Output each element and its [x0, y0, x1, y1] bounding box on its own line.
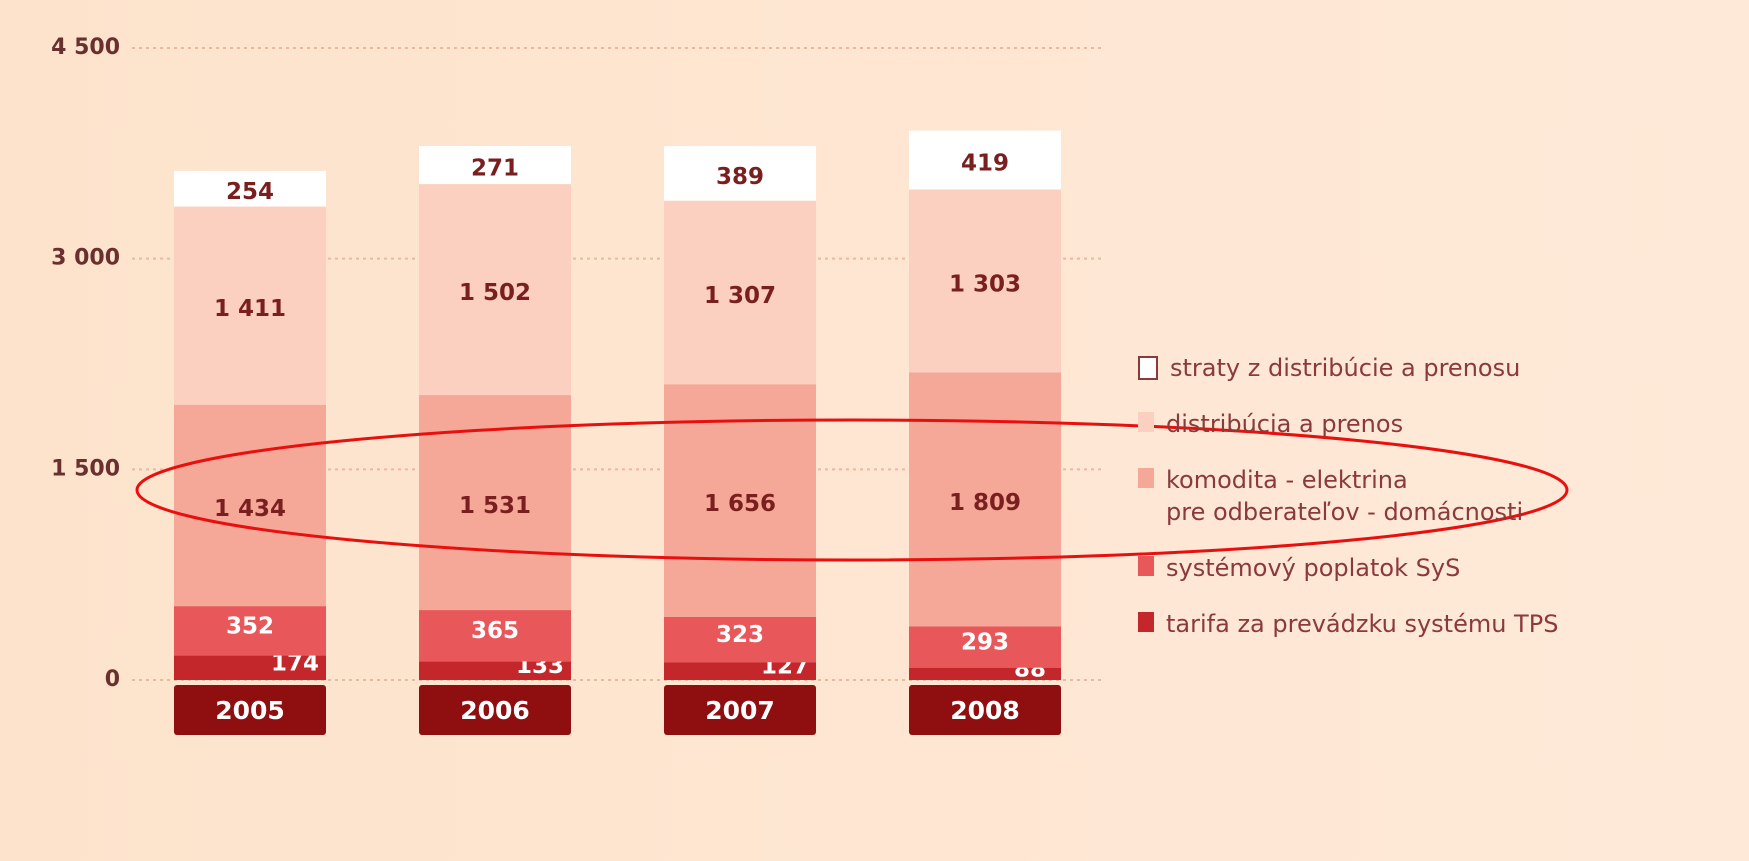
data-label: 323: [716, 622, 764, 648]
legend-label: straty z distribúcie a prenosu: [1170, 354, 1521, 382]
data-label: 1 411: [214, 296, 286, 322]
bar-segment: [909, 626, 1061, 668]
bar-segment: [419, 146, 571, 185]
bar-segment: [419, 184, 571, 396]
year-box: [419, 685, 571, 735]
x-tick-label: 2005: [215, 696, 285, 725]
data-label: 365: [471, 618, 519, 644]
data-label: 419: [961, 151, 1009, 177]
year-box: [909, 685, 1061, 735]
highlight-ellipse: [135, 418, 1569, 562]
data-label: 293: [961, 630, 1009, 656]
bar-segment: [909, 372, 1061, 627]
bar-segment: [174, 404, 326, 607]
legend-swatch: [1138, 468, 1154, 488]
data-label: 1 656: [704, 491, 776, 517]
bar-segment: [664, 616, 816, 663]
legend-item: komodita - elektrina pre odberateľov - d…: [1138, 464, 1558, 528]
bar-segment: [664, 200, 816, 385]
y-tick-label: 1 500: [51, 456, 120, 481]
y-tick-label: 0: [105, 667, 120, 692]
bar-segment: [419, 661, 571, 680]
data-label: 1 809: [949, 490, 1021, 516]
legend-swatch: [1138, 356, 1158, 380]
x-tick-label: 2008: [950, 696, 1020, 725]
legend-item: straty z distribúcie a prenosu: [1138, 352, 1558, 384]
bar-segment: [174, 170, 326, 207]
legend-label: komodita - elektrina pre odberateľov - d…: [1166, 466, 1524, 526]
x-tick-label: 2007: [705, 696, 775, 725]
bar-segment: [174, 206, 326, 405]
legend-label: tarifa za prevádzku systému TPS: [1166, 610, 1559, 638]
data-label: 1 531: [459, 493, 531, 519]
legend-item: distribúcia a prenos: [1138, 408, 1558, 440]
legend-label: systémový poplatok SyS: [1166, 554, 1461, 582]
y-tick-label: 3 000: [51, 246, 120, 271]
legend: straty z distribúcie a prenosu distribúci…: [1138, 352, 1558, 640]
data-label: 352: [226, 613, 274, 639]
bar-segment: [664, 146, 816, 201]
bar-segment: [664, 662, 816, 680]
bar-segment: [174, 606, 326, 656]
x-tick-label: 2006: [460, 696, 530, 725]
bar-segment: [419, 610, 571, 662]
legend-swatch: [1138, 412, 1154, 432]
legend-item: systémový poplatok SyS: [1138, 552, 1558, 584]
year-box: [174, 685, 326, 735]
bar-segment: [909, 189, 1061, 373]
legend-swatch: [1138, 556, 1154, 576]
data-label: 389: [716, 164, 764, 190]
year-box: [664, 685, 816, 735]
data-label: 254: [226, 179, 274, 205]
bar-segment: [174, 655, 326, 680]
data-label: 1 434: [214, 496, 286, 522]
data-label: 1 307: [704, 283, 776, 309]
data-label: 1 502: [459, 280, 531, 306]
legend-item: tarifa za prevádzku systému TPS: [1138, 608, 1558, 640]
bar-segment: [909, 130, 1061, 190]
data-label: 271: [471, 156, 519, 182]
y-tick-label: 4 500: [51, 35, 120, 60]
legend-label: distribúcia a prenos: [1166, 410, 1404, 438]
bar-segment: [909, 667, 1061, 680]
data-label: 1 303: [949, 271, 1021, 297]
legend-swatch: [1138, 612, 1154, 632]
